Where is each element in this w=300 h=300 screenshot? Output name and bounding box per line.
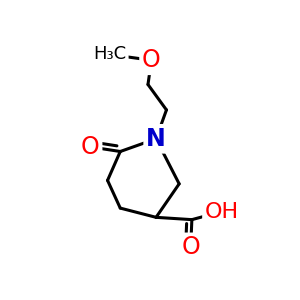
- Text: O: O: [181, 236, 200, 260]
- Text: O: O: [81, 135, 100, 159]
- Text: N: N: [146, 127, 166, 151]
- Text: OH: OH: [205, 202, 239, 222]
- Text: O: O: [142, 48, 161, 72]
- Text: H₃C: H₃C: [93, 46, 126, 64]
